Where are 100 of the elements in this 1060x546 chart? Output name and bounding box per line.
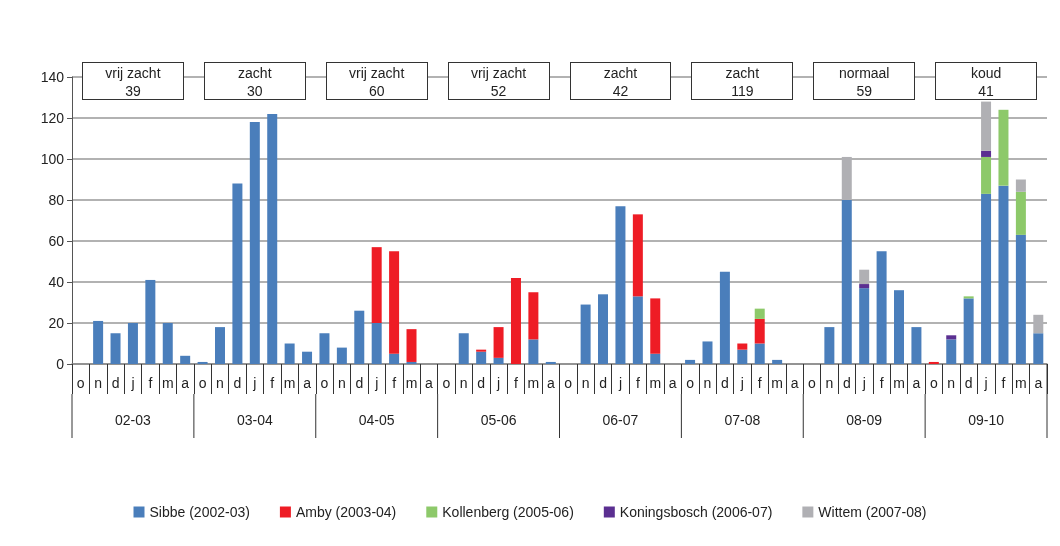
bar bbox=[458, 333, 469, 364]
bar bbox=[1015, 191, 1026, 235]
bar bbox=[859, 288, 870, 364]
bar bbox=[493, 357, 504, 364]
bar bbox=[284, 343, 295, 364]
x-tick-label: j bbox=[374, 375, 379, 391]
bar bbox=[110, 333, 121, 364]
bar bbox=[894, 290, 905, 364]
bar bbox=[737, 343, 748, 350]
bar bbox=[302, 351, 313, 364]
x-tick-label: n bbox=[94, 375, 103, 391]
bar bbox=[859, 269, 870, 285]
bar bbox=[650, 298, 661, 354]
bar bbox=[197, 361, 208, 364]
bar bbox=[981, 150, 992, 157]
x-tick-label: j bbox=[130, 375, 135, 391]
x-tick-label: m bbox=[405, 375, 418, 391]
bar bbox=[841, 200, 852, 364]
legend-label: Sibbe (2002-03) bbox=[149, 504, 250, 520]
x-tick-label: o bbox=[442, 375, 451, 391]
x-tick-label: m bbox=[771, 375, 783, 391]
x-tick-label: o bbox=[929, 375, 938, 391]
bar bbox=[406, 361, 417, 364]
legend-label: Koningsbosch (2006-07) bbox=[619, 504, 773, 520]
bar bbox=[963, 298, 974, 364]
bar bbox=[580, 304, 591, 364]
y-tick-label: 100 bbox=[40, 151, 65, 167]
x-tick-label: d bbox=[233, 375, 242, 391]
text: 03-04 bbox=[236, 412, 273, 428]
text-box: normaal 59 bbox=[813, 62, 916, 100]
x-tick-label: f bbox=[514, 375, 519, 391]
text-box: vrij zacht 39 bbox=[82, 62, 184, 100]
x-tick-label: d bbox=[477, 375, 486, 391]
x-tick-label: m bbox=[1015, 375, 1027, 391]
text-box: zacht 42 bbox=[569, 62, 672, 100]
bar bbox=[981, 156, 992, 194]
bar bbox=[754, 308, 765, 319]
x-tick-label: f bbox=[757, 375, 762, 391]
x-tick-label: f bbox=[635, 375, 640, 391]
text: 06-07 bbox=[602, 412, 639, 428]
bar bbox=[859, 284, 870, 289]
bar bbox=[754, 318, 765, 344]
bar bbox=[371, 247, 382, 323]
bar bbox=[632, 214, 643, 297]
text: 07-08 bbox=[724, 412, 761, 428]
x-tick-label: o bbox=[564, 375, 573, 391]
bar bbox=[946, 335, 957, 340]
bar bbox=[737, 349, 748, 364]
bar bbox=[476, 351, 487, 364]
x-tick-label: d bbox=[111, 375, 120, 391]
bar bbox=[772, 359, 783, 364]
bar bbox=[1015, 179, 1026, 192]
x-tick-label: m bbox=[283, 375, 296, 391]
bar bbox=[719, 271, 730, 364]
x-tick-label: a bbox=[425, 375, 434, 391]
bar bbox=[354, 310, 365, 364]
y-tick-label: 80 bbox=[48, 192, 65, 208]
text-box: zacht 119 bbox=[691, 62, 794, 100]
x-tick-label: m bbox=[649, 375, 662, 391]
text-box: vrij zacht 52 bbox=[447, 62, 550, 100]
x-tick-label: n bbox=[947, 375, 956, 391]
x-tick-label: f bbox=[148, 375, 153, 391]
x-tick-label: a bbox=[546, 375, 555, 391]
bar bbox=[528, 292, 539, 340]
x-tick-label: j bbox=[496, 375, 501, 391]
bar bbox=[510, 277, 521, 364]
bar bbox=[981, 193, 992, 364]
text: 04-05 bbox=[358, 412, 395, 428]
bar bbox=[545, 361, 556, 364]
x-tick-label: j bbox=[983, 375, 988, 391]
bar bbox=[998, 185, 1009, 364]
x-tick-label: n bbox=[337, 375, 346, 391]
legend-label: Kollenberg (2005-06) bbox=[442, 504, 574, 520]
bar bbox=[319, 333, 330, 364]
x-tick-label: m bbox=[893, 375, 905, 391]
x-tick-label: a bbox=[668, 375, 677, 391]
x-tick-label: a bbox=[1034, 375, 1043, 391]
bar bbox=[946, 339, 957, 364]
y-tick-label: 40 bbox=[48, 274, 65, 290]
bar bbox=[876, 251, 887, 364]
x-tick-label: f bbox=[879, 375, 884, 391]
bar bbox=[841, 156, 852, 200]
x-tick-label: d bbox=[964, 375, 973, 391]
text-box: koud 41 bbox=[935, 62, 1037, 100]
x-tick-label: m bbox=[527, 375, 540, 391]
legend-label: Amby (2003-04) bbox=[295, 504, 397, 520]
text: 02-03 bbox=[115, 412, 152, 428]
bar bbox=[598, 294, 609, 364]
text: 08-09 bbox=[846, 412, 883, 428]
x-tick-label: o bbox=[808, 375, 817, 391]
text-box: vrij zacht 60 bbox=[325, 62, 428, 100]
x-tick-label: o bbox=[686, 375, 695, 391]
x-tick-label: a bbox=[303, 375, 312, 391]
y-tick-label: 120 bbox=[40, 110, 65, 126]
bar bbox=[476, 349, 487, 352]
bar bbox=[911, 327, 922, 364]
bar bbox=[93, 320, 104, 364]
x-tick-label: n bbox=[581, 375, 590, 391]
bar bbox=[981, 101, 992, 151]
bar bbox=[267, 113, 278, 364]
